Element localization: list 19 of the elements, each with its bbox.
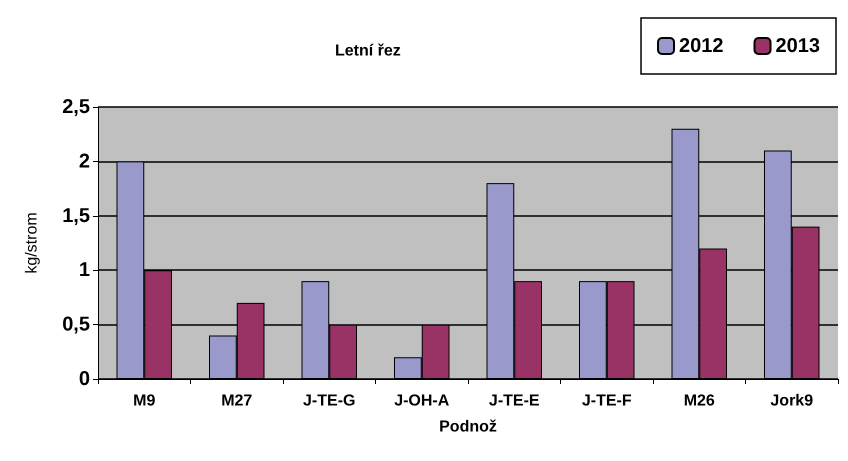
x-axis-title: Podnož [439, 418, 497, 436]
y-tick-label: 0,5 [62, 314, 90, 336]
x-tick-label: Jork9 [770, 392, 814, 410]
x-tick-label: J-TE-E [488, 392, 540, 410]
y-axis-title: kg/strom [24, 212, 40, 274]
chart-title: Letní řez [335, 42, 401, 60]
x-tick-label: M27 [221, 392, 252, 410]
y-tick-label: 2,5 [62, 96, 90, 118]
x-tick-label: J-TE-G [303, 392, 356, 410]
legend-label: 2012 [679, 35, 724, 57]
y-tick-label: 0 [78, 368, 90, 390]
y-tick-label: 1 [78, 259, 90, 282]
x-tick-label: M9 [133, 392, 156, 410]
x-tick-label: J-OH-A [394, 392, 450, 410]
x-tick-label: J-TE-F [582, 392, 632, 410]
y-tick-label: 1,5 [62, 204, 90, 227]
legend-label: 2013 [776, 35, 820, 57]
x-tick-label: M26 [684, 392, 715, 410]
y-tick-label: 2 [78, 150, 90, 172]
